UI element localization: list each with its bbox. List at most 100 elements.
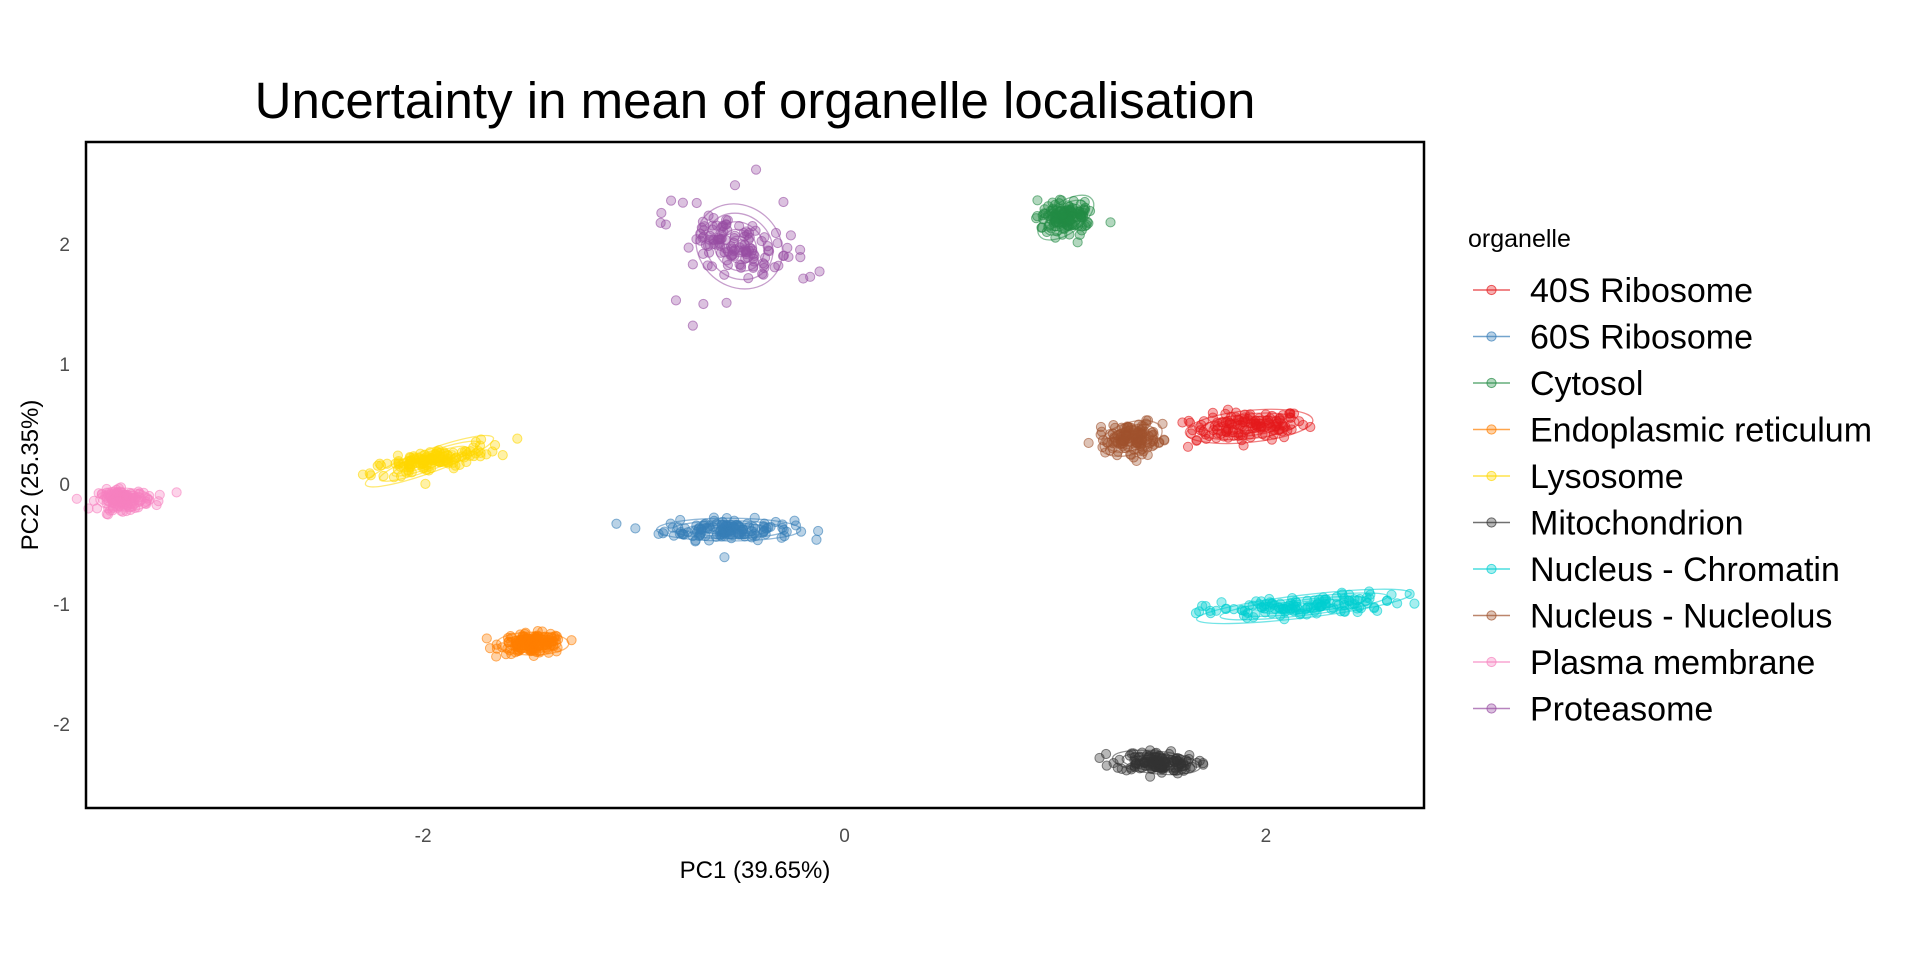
data-point: [659, 526, 670, 537]
legend-label: Cytosol: [1530, 365, 1643, 403]
data-point: [431, 450, 442, 461]
data-point: [1238, 440, 1249, 451]
data-point: [1083, 437, 1094, 449]
data-point: [1064, 215, 1075, 226]
data-point: [1111, 450, 1123, 461]
density-contour: [378, 440, 481, 482]
data-point: [1112, 762, 1123, 773]
data-point: [656, 207, 667, 219]
data-point: [1072, 220, 1084, 231]
data-point: [743, 273, 754, 284]
data-point: [1275, 415, 1286, 426]
legend-item-endoplasmic-reticulum: Endoplasmic reticulum: [1473, 412, 1872, 450]
data-point: [741, 245, 752, 256]
plot-panel: [84, 140, 1426, 810]
cluster-60s-ribosome: [611, 512, 824, 563]
data-point: [421, 464, 432, 475]
data-points: [71, 164, 1420, 782]
data-point: [668, 530, 679, 541]
data-point: [550, 635, 561, 646]
legend-marker: [1486, 424, 1497, 435]
data-point: [737, 526, 748, 537]
data-point: [1050, 232, 1061, 243]
data-point: [405, 455, 416, 466]
data-point: [690, 536, 701, 547]
data-point: [772, 237, 783, 249]
data-point: [687, 320, 698, 331]
data-point: [743, 235, 754, 246]
legend-label: Plasma membrane: [1530, 644, 1815, 682]
data-point: [751, 530, 762, 541]
data-point: [708, 512, 720, 523]
density-contour: [695, 203, 784, 290]
data-point: [1265, 413, 1276, 424]
data-point: [657, 528, 669, 539]
data-point: [722, 225, 733, 236]
data-point: [1216, 417, 1227, 428]
data-point: [475, 434, 487, 445]
data-point: [548, 641, 559, 652]
data-point: [777, 519, 788, 530]
data-point: [1184, 762, 1196, 773]
data-point: [154, 489, 165, 500]
y-tick-label: 2: [59, 235, 70, 256]
data-point: [1138, 446, 1149, 457]
data-point: [1136, 434, 1147, 446]
y-axis-label: PC2 (25.35%): [17, 400, 44, 551]
data-point: [1165, 746, 1177, 757]
data-point: [456, 451, 468, 462]
x-tick-label: 2: [1261, 826, 1272, 847]
data-point: [805, 271, 816, 282]
data-point: [378, 470, 389, 482]
data-point: [677, 197, 688, 208]
data-point: [675, 514, 686, 526]
legend-label: 60S Ribosome: [1530, 319, 1753, 357]
data-point: [392, 464, 403, 475]
data-point: [1279, 614, 1290, 625]
data-point: [1116, 422, 1127, 433]
cluster-nucleus-nucleolus: [1083, 415, 1170, 467]
data-point: [1260, 607, 1271, 618]
data-point: [698, 225, 709, 236]
data-point: [134, 492, 145, 503]
x-tick-label: 0: [839, 826, 850, 847]
legend-item-proteasome: Proteasome: [1473, 691, 1713, 729]
data-point: [1207, 407, 1218, 418]
data-point: [1248, 612, 1259, 623]
data-point: [497, 449, 508, 461]
y-tick-label: 0: [59, 475, 70, 496]
data-point: [1259, 603, 1270, 614]
data-point: [1201, 433, 1212, 444]
data-point: [1104, 445, 1116, 456]
data-point: [121, 490, 132, 501]
legend-label: Endoplasmic reticulum: [1530, 412, 1872, 450]
cluster-nucleus-chromatin: [1190, 586, 1420, 625]
data-point: [1142, 415, 1154, 426]
legend-marker: [1486, 517, 1497, 528]
legend-item-mitochondrion: Mitochondrion: [1473, 505, 1744, 543]
data-point: [1203, 430, 1215, 442]
data-point: [528, 650, 539, 662]
data-point: [1075, 209, 1086, 221]
legend-marker: [1486, 331, 1497, 342]
data-point: [491, 651, 502, 662]
data-point: [757, 268, 768, 279]
data-point: [813, 525, 824, 537]
data-point: [665, 195, 677, 206]
legend-marker: [1486, 377, 1497, 389]
x-tick-label: -2: [415, 826, 432, 847]
data-point: [611, 518, 622, 529]
data-point: [778, 250, 789, 261]
data-point: [1178, 765, 1189, 776]
data-point: [1190, 608, 1202, 619]
data-point: [1119, 423, 1131, 434]
data-point: [420, 478, 431, 489]
data-point: [71, 493, 82, 504]
data-point: [795, 244, 806, 255]
data-point: [404, 458, 415, 469]
data-point: [88, 495, 100, 506]
cluster-lysosome: [357, 433, 523, 489]
data-point: [1164, 761, 1175, 772]
data-point: [670, 295, 682, 306]
data-point: [726, 519, 737, 531]
